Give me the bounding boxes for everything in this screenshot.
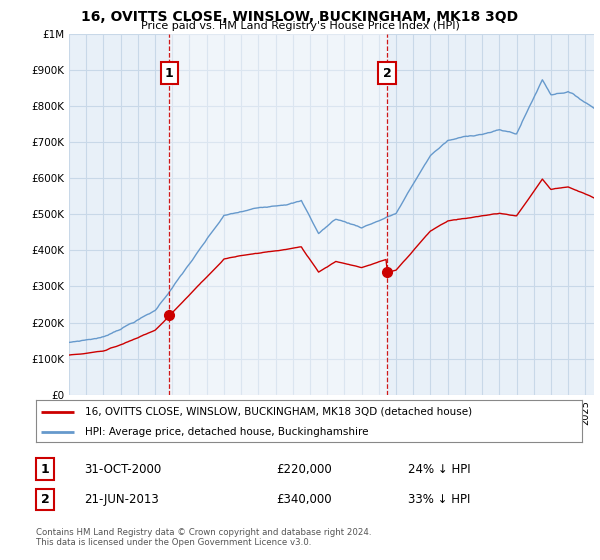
Text: 2: 2	[383, 67, 391, 80]
Text: £220,000: £220,000	[276, 463, 332, 476]
Text: 21-JUN-2013: 21-JUN-2013	[84, 493, 159, 506]
Text: 33% ↓ HPI: 33% ↓ HPI	[408, 493, 470, 506]
Text: £340,000: £340,000	[276, 493, 332, 506]
Text: Price paid vs. HM Land Registry's House Price Index (HPI): Price paid vs. HM Land Registry's House …	[140, 21, 460, 31]
Text: 1: 1	[41, 463, 49, 476]
Text: 2: 2	[41, 493, 49, 506]
Text: Contains HM Land Registry data © Crown copyright and database right 2024.
This d: Contains HM Land Registry data © Crown c…	[36, 528, 371, 548]
Bar	[169, 34, 387, 395]
Text: 31-OCT-2000: 31-OCT-2000	[84, 463, 161, 476]
Text: 24% ↓ HPI: 24% ↓ HPI	[408, 463, 470, 476]
Text: 16, OVITTS CLOSE, WINSLOW, BUCKINGHAM, MK18 3QD (detached house): 16, OVITTS CLOSE, WINSLOW, BUCKINGHAM, M…	[85, 407, 472, 417]
Text: 1: 1	[165, 67, 174, 80]
Text: 16, OVITTS CLOSE, WINSLOW, BUCKINGHAM, MK18 3QD: 16, OVITTS CLOSE, WINSLOW, BUCKINGHAM, M…	[82, 10, 518, 24]
Text: HPI: Average price, detached house, Buckinghamshire: HPI: Average price, detached house, Buck…	[85, 427, 368, 437]
